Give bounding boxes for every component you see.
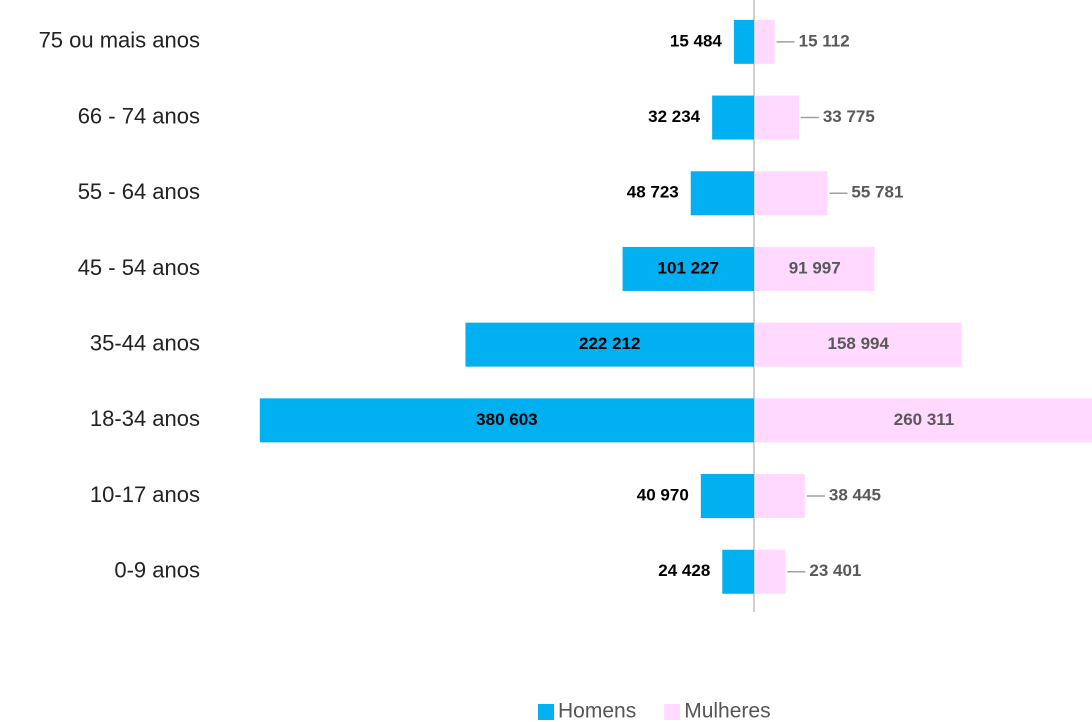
legend-swatch [538,704,554,720]
bar [755,322,962,367]
category-label: 35-44 anos [90,330,200,355]
value-label: 380 603 [476,410,537,429]
bar [700,474,754,519]
legend-label: Homens [558,700,636,722]
value-label: 48 723 [627,183,679,202]
value-label: 33 775 [823,107,875,126]
value-label: 23 401 [809,561,861,580]
value-label: 260 311 [894,410,955,429]
category-label: 66 - 74 anos [78,103,200,128]
category-label: 18-34 anos [90,406,200,431]
value-label: 15 112 [799,31,850,50]
bar [733,19,754,64]
bar [259,398,754,443]
value-label: 158 994 [827,334,889,353]
value-label: 15 484 [670,31,723,50]
value-label: 38 445 [829,486,881,505]
bar [465,322,754,367]
bar [755,398,1092,443]
category-label: 0-9 anos [114,558,200,583]
value-label: 91 997 [789,258,841,277]
bar [755,246,875,291]
value-label: 24 428 [658,561,710,580]
legend-label: Mulheres [684,700,770,722]
bar [755,474,805,519]
value-label: 32 234 [648,107,701,126]
category-label: 55 - 64 anos [78,179,200,204]
bar [755,171,828,216]
bar [622,246,754,291]
category-label: 75 ou mais anos [39,28,200,53]
category-label: 45 - 54 anos [78,255,200,280]
value-label: 222 212 [579,334,640,353]
bar [755,95,799,140]
value-label: 101 227 [658,258,719,277]
bar [722,549,754,594]
bar [690,171,754,216]
value-label: 40 970 [637,486,689,505]
legend-swatch [664,704,681,720]
bar [755,549,786,594]
category-label: 10-17 anos [90,482,200,507]
bar [712,95,754,140]
bar [755,19,775,64]
value-label: 55 781 [851,183,903,202]
